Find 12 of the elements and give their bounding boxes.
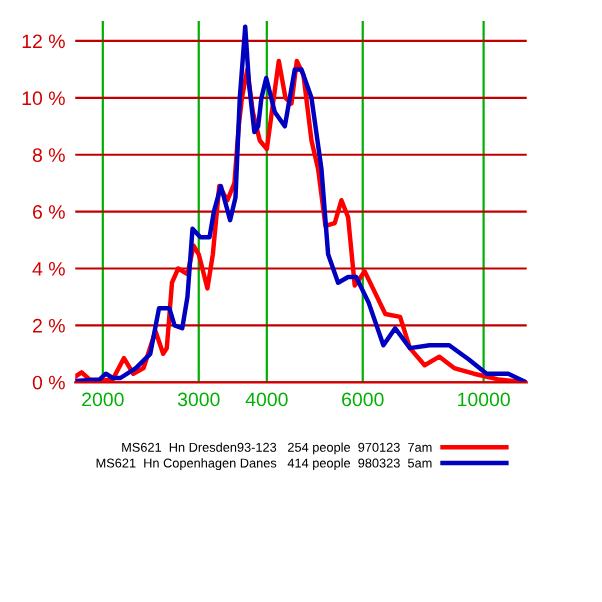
y-tick-label: 2 % [33,318,65,333]
y-tick-label: 10 % [22,91,65,106]
y-tick-label: 8 % [32,148,65,162]
y-tick-label: 0 % [32,375,65,390]
y-tick-label: 12 % [22,34,65,49]
x-tick-label: 2000 [82,392,124,407]
x-tick-label: 10000 [458,392,510,407]
y-tick-label: 4 % [32,262,65,276]
x-tick-label: 3000 [177,392,220,407]
x-tick-label: 6000 [342,392,384,407]
y-tick-label: 6 % [33,205,65,219]
x-tick-label: 4000 [245,392,288,407]
